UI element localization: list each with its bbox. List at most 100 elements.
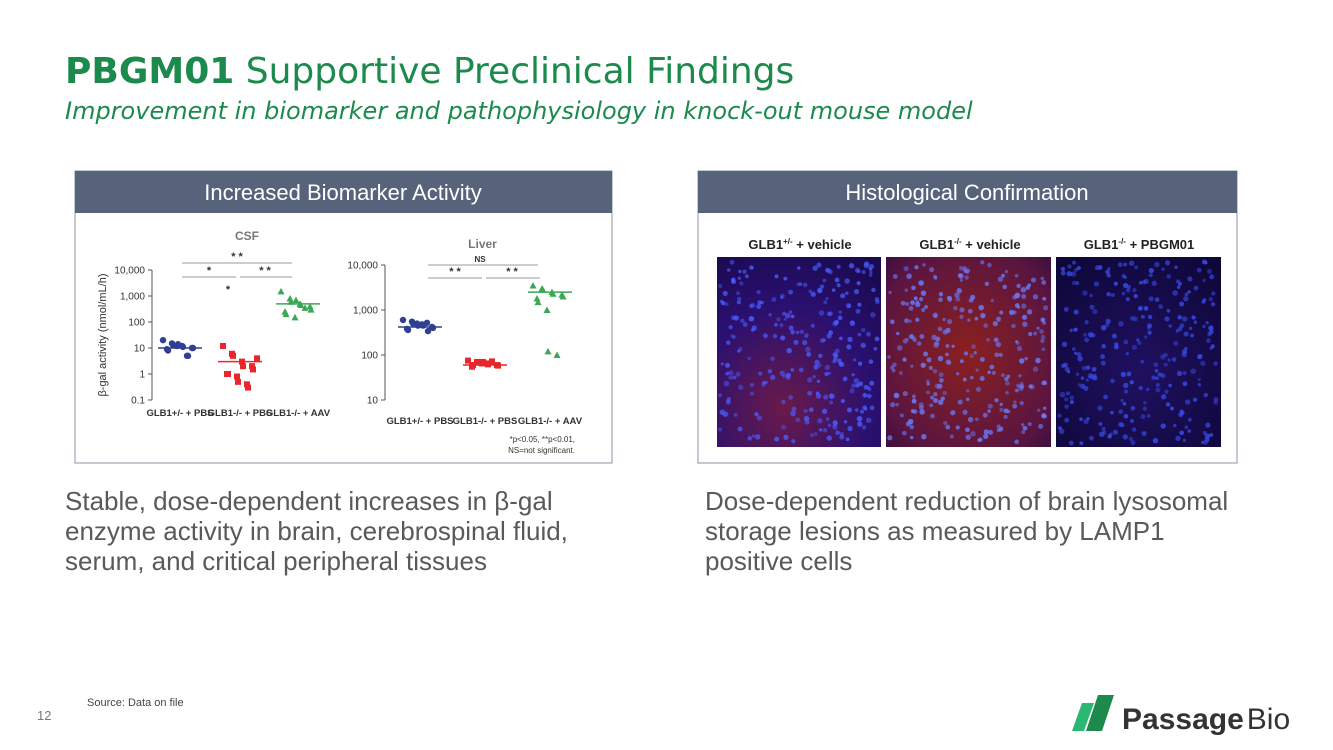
nucleus (755, 434, 761, 440)
nucleus (788, 289, 793, 295)
nucleus (723, 380, 730, 387)
nucleus (1184, 425, 1189, 430)
slide-title: PBGM01 Supportive Preclinical Findings (65, 51, 794, 92)
nucleus (804, 333, 809, 338)
data-point (249, 363, 255, 370)
data-point (225, 371, 231, 377)
nucleus (1164, 389, 1169, 394)
nucleus (1181, 351, 1187, 358)
nucleus (802, 282, 808, 288)
data-point (544, 347, 552, 355)
nucleus (1035, 357, 1041, 364)
nucleus (911, 398, 917, 404)
nucleus (890, 402, 896, 408)
nucleus (1205, 422, 1211, 428)
nucleus (938, 372, 944, 378)
nucleus (957, 399, 963, 405)
nucleus (809, 433, 814, 438)
nucleus (1021, 303, 1027, 309)
nucleus (1165, 402, 1171, 407)
nucleus (722, 290, 728, 296)
nucleus (1089, 435, 1094, 441)
left-panel (74, 170, 613, 464)
nucleus (866, 386, 871, 390)
nucleus (782, 311, 787, 316)
data-point (250, 366, 256, 373)
nucleus (1011, 323, 1016, 329)
nucleus (1101, 426, 1106, 431)
nucleus (1155, 387, 1161, 393)
nucleus (1201, 259, 1207, 265)
nucleus (911, 394, 916, 399)
nucleus (776, 317, 781, 322)
nucleus (1036, 408, 1041, 412)
nucleus (1174, 265, 1178, 270)
body-text: enzyme activity in brain, cerebrospinal … (65, 516, 568, 546)
nucleus (737, 384, 744, 390)
nucleus (1167, 358, 1171, 362)
nucleus (1155, 376, 1159, 381)
title-space (234, 51, 245, 92)
nucleus (921, 434, 927, 440)
nucleus (1040, 334, 1046, 340)
nucleus (1101, 343, 1106, 349)
nucleus (999, 402, 1003, 406)
nucleus (738, 269, 742, 274)
nucleus (1041, 347, 1046, 352)
nucleus (745, 274, 749, 279)
significance-label: * * (506, 266, 518, 278)
nucleus (836, 358, 842, 364)
nucleus (983, 433, 989, 440)
nucleus (1083, 332, 1087, 337)
nucleus (1210, 302, 1216, 307)
nucleus (771, 297, 777, 302)
nucleus (959, 359, 964, 364)
nucleus (758, 371, 763, 376)
nucleus (1120, 422, 1125, 428)
nucleus (1146, 323, 1153, 329)
nucleus (978, 437, 983, 442)
nucleus (1016, 283, 1021, 289)
nucleus (953, 305, 958, 311)
nucleus (1182, 371, 1187, 376)
nucleus (807, 390, 813, 396)
data-point (553, 351, 561, 358)
nucleus (1187, 276, 1193, 282)
nucleus (959, 307, 965, 313)
nucleus (905, 421, 911, 427)
nucleus (888, 290, 892, 295)
nucleus (988, 429, 994, 435)
nucleus (979, 357, 985, 362)
nucleus (1163, 352, 1168, 358)
nucleus (1145, 387, 1150, 392)
nucleus (1120, 371, 1127, 378)
nucleus (998, 428, 1003, 432)
nucleus (928, 365, 933, 371)
nucleus (1063, 306, 1069, 312)
nucleus (970, 294, 976, 300)
nucleus (1204, 437, 1210, 443)
nucleus (975, 368, 979, 372)
nucleus (890, 319, 895, 325)
nucleus (817, 363, 822, 368)
nucleus (1202, 298, 1207, 302)
nucleus (905, 337, 909, 342)
nucleus (869, 405, 875, 411)
nucleus (798, 282, 803, 287)
nucleus (834, 348, 840, 354)
nucleus (1021, 314, 1028, 320)
nucleus (1197, 355, 1202, 360)
nucleus (1042, 380, 1048, 386)
nucleus (1105, 269, 1111, 275)
nucleus (725, 371, 730, 376)
nucleus (965, 397, 970, 401)
nucleus (1042, 296, 1047, 301)
nucleus (1024, 356, 1028, 361)
nucleus (1042, 305, 1049, 311)
nucleus (1188, 326, 1193, 331)
nucleus (738, 346, 743, 352)
data-point (559, 292, 567, 300)
nucleus (958, 265, 964, 271)
nucleus (1125, 288, 1131, 293)
label-rest: + vehicle (962, 237, 1021, 252)
